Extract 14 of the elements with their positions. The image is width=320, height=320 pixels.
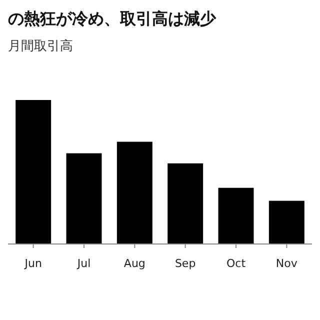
bar	[268, 200, 304, 244]
x-tick-label: Jun	[24, 257, 42, 270]
bar	[218, 188, 254, 244]
chart-title: の熱狂が冷め、取引高は減少	[8, 9, 217, 28]
bar	[16, 100, 52, 244]
x-tick-label: Jul	[76, 257, 91, 270]
x-tick-label: Nov	[276, 257, 298, 270]
bar	[66, 153, 102, 244]
x-tick-label: Sep	[174, 257, 196, 270]
x-tick-label: Oct	[226, 257, 246, 270]
bar	[168, 163, 204, 244]
bar	[116, 142, 152, 244]
x-tick-label: Aug	[124, 257, 146, 270]
chart-subtitle: 月間取引高	[8, 38, 73, 54]
